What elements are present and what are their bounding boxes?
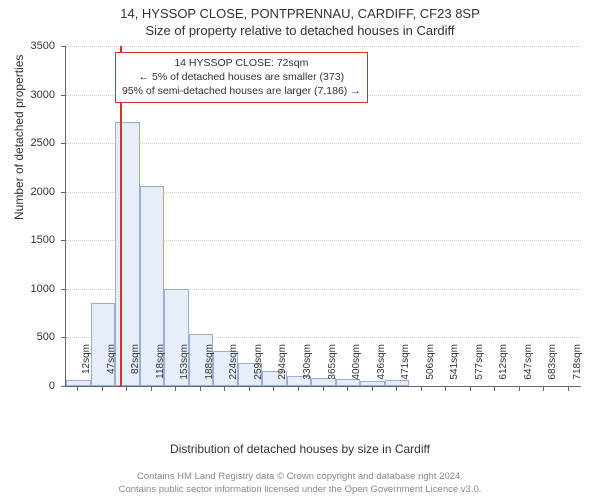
- xtick-label: 541sqm: [449, 344, 460, 394]
- xtick-label: 47sqm: [106, 344, 117, 394]
- xtick-label: 436sqm: [376, 344, 387, 394]
- xtick-label: 188sqm: [204, 344, 215, 394]
- xtick-label: 330sqm: [302, 344, 313, 394]
- xtick-mark: [175, 386, 176, 391]
- annotation-line3: 95% of semi-detached houses are larger (…: [122, 84, 361, 98]
- xtick-mark: [347, 386, 348, 391]
- ytick-mark: [61, 386, 66, 387]
- ytick-label: 3000: [0, 89, 55, 101]
- xtick-mark: [102, 386, 103, 391]
- ytick-label: 0: [0, 380, 55, 392]
- xtick-label: 12sqm: [81, 344, 92, 394]
- xtick-label: 118sqm: [155, 344, 166, 394]
- xtick-mark: [200, 386, 201, 391]
- xtick-mark: [298, 386, 299, 391]
- chart-container: 14, HYSSOP CLOSE, PONTPRENNAU, CARDIFF, …: [0, 0, 600, 500]
- gridline: [66, 46, 581, 47]
- ytick-mark: [61, 143, 66, 144]
- ytick-mark: [61, 337, 66, 338]
- ytick-mark: [61, 95, 66, 96]
- ytick-label: 2500: [0, 137, 55, 149]
- xtick-mark: [421, 386, 422, 391]
- ytick-mark: [61, 46, 66, 47]
- x-axis-label: Distribution of detached houses by size …: [0, 442, 600, 456]
- xtick-label: 82sqm: [130, 344, 141, 394]
- xtick-label: 153sqm: [179, 344, 190, 394]
- xtick-mark: [249, 386, 250, 391]
- xtick-mark: [151, 386, 152, 391]
- xtick-mark: [224, 386, 225, 391]
- xtick-mark: [543, 386, 544, 391]
- xtick-label: 683sqm: [547, 344, 558, 394]
- ytick-mark: [61, 289, 66, 290]
- xtick-mark: [470, 386, 471, 391]
- ytick-mark: [61, 240, 66, 241]
- xtick-mark: [568, 386, 569, 391]
- footer-line1: Contains HM Land Registry data © Crown c…: [0, 471, 600, 483]
- ytick-label: 2000: [0, 186, 55, 198]
- xtick-label: 612sqm: [498, 344, 509, 394]
- annotation-line2: ← 5% of detached houses are smaller (373…: [122, 70, 361, 84]
- xtick-mark: [323, 386, 324, 391]
- gridline: [66, 143, 581, 144]
- annotation-line1: 14 HYSSOP CLOSE: 72sqm: [122, 56, 361, 70]
- xtick-label: 506sqm: [425, 344, 436, 394]
- ytick-label: 1000: [0, 283, 55, 295]
- footer-attribution: Contains HM Land Registry data © Crown c…: [0, 471, 600, 496]
- xtick-label: 718sqm: [572, 344, 583, 394]
- xtick-mark: [372, 386, 373, 391]
- xtick-mark: [396, 386, 397, 391]
- xtick-mark: [77, 386, 78, 391]
- ytick-label: 1500: [0, 234, 55, 246]
- footer-line2: Contains public sector information licen…: [0, 484, 600, 496]
- xtick-label: 224sqm: [228, 344, 239, 394]
- chart-area: 14 HYSSOP CLOSE: 72sqm ← 5% of detached …: [65, 46, 580, 416]
- xtick-mark: [519, 386, 520, 391]
- xtick-label: 259sqm: [253, 344, 264, 394]
- xtick-mark: [273, 386, 274, 391]
- annotation-box: 14 HYSSOP CLOSE: 72sqm ← 5% of detached …: [115, 52, 368, 103]
- xtick-mark: [445, 386, 446, 391]
- xtick-label: 294sqm: [277, 344, 288, 394]
- title-subtitle: Size of property relative to detached ho…: [0, 21, 600, 38]
- xtick-label: 577sqm: [474, 344, 485, 394]
- xtick-label: 365sqm: [327, 344, 338, 394]
- xtick-label: 400sqm: [351, 344, 362, 394]
- ytick-label: 500: [0, 331, 55, 343]
- xtick-label: 471sqm: [400, 344, 411, 394]
- ytick-label: 3500: [0, 40, 55, 52]
- title-address: 14, HYSSOP CLOSE, PONTPRENNAU, CARDIFF, …: [0, 0, 600, 21]
- xtick-mark: [126, 386, 127, 391]
- ytick-mark: [61, 192, 66, 193]
- xtick-label: 647sqm: [523, 344, 534, 394]
- xtick-mark: [494, 386, 495, 391]
